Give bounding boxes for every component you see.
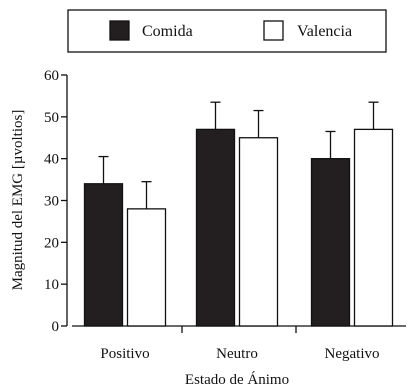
y-tick-label: 10 <box>44 277 59 293</box>
y-tick-label: 0 <box>52 319 60 335</box>
y-tick-label: 60 <box>44 68 59 84</box>
bars <box>83 101 394 327</box>
legend-label-comida: Comida <box>142 23 193 40</box>
bar-valencia-negativo <box>353 128 394 327</box>
x-tick-label: Positivo <box>100 346 149 362</box>
legend-label-valencia: Valencia <box>297 23 352 40</box>
legend-swatch-comida <box>109 20 130 41</box>
x-tick-label: Negativo <box>325 346 380 362</box>
y-tick-label: 40 <box>44 152 59 168</box>
bar-valencia-positivo <box>126 208 167 327</box>
y-tick-label: 50 <box>44 110 59 126</box>
bar-comida-neutro <box>195 128 236 327</box>
bar-comida-negativo <box>310 158 351 327</box>
legend-swatch-valencia <box>263 20 284 41</box>
y-tick-label: 20 <box>44 235 59 251</box>
y-axis-title: Magnitud del EMG [µvoltios] <box>10 110 26 291</box>
legend: Comida Valencia <box>67 9 387 53</box>
x-tick-label: Neutro <box>216 346 258 362</box>
x-axis-title: Estado de Ánimo <box>185 371 289 388</box>
y-tick-label: 30 <box>44 194 59 210</box>
bar-valencia-neutro <box>238 137 279 327</box>
bar-comida-positivo <box>83 183 124 327</box>
